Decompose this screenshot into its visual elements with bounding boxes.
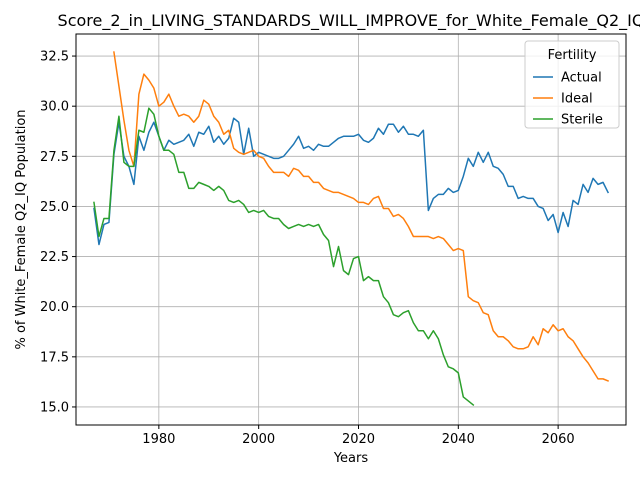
x-tick-label: 2040 xyxy=(442,432,475,447)
y-tick-label: 15.0 xyxy=(40,400,69,415)
x-tick-label: 2060 xyxy=(542,432,575,447)
legend-title: Fertility xyxy=(548,48,597,63)
legend-entries: Actual Ideal Sterile xyxy=(533,71,603,128)
x-tick-label: 1980 xyxy=(142,432,175,447)
series-line-ideal xyxy=(113,51,610,382)
legend-label-actual: Actual xyxy=(561,71,602,86)
x-axis-label: Years xyxy=(333,451,369,466)
series-line-actual xyxy=(93,117,610,246)
y-tick-label: 32.5 xyxy=(40,50,69,65)
legend: Fertility Actual Ideal Sterile xyxy=(524,40,620,129)
legend-label-ideal: Ideal xyxy=(561,92,593,107)
plot-frame xyxy=(75,33,627,426)
chart-title: Score_2_in_LIVING_STANDARDS_WILL_IMPROVE… xyxy=(58,11,640,31)
legend-label-sterile: Sterile xyxy=(561,113,603,128)
y-tick-label: 25.0 xyxy=(40,200,69,215)
y-tick-label: 27.5 xyxy=(40,150,69,165)
grid xyxy=(76,34,626,425)
y-axis-label: % of White_Female Q2_IQ Population xyxy=(14,109,29,349)
series-line-sterile xyxy=(93,107,475,407)
legend-box xyxy=(524,40,620,129)
axis-ticks: 1980 2000 2020 2040 2060 15.0 17.5 20.0 22.5 25.0… xyxy=(40,50,575,447)
y-tick-label: 30.0 xyxy=(40,100,69,115)
y-tick-label: 17.5 xyxy=(40,350,69,365)
series-lines xyxy=(93,51,610,407)
x-tick-label: 2020 xyxy=(342,432,375,447)
y-tick-label: 22.5 xyxy=(40,250,69,265)
x-tick-label: 2000 xyxy=(242,432,275,447)
y-tick-label: 20.0 xyxy=(40,300,69,315)
